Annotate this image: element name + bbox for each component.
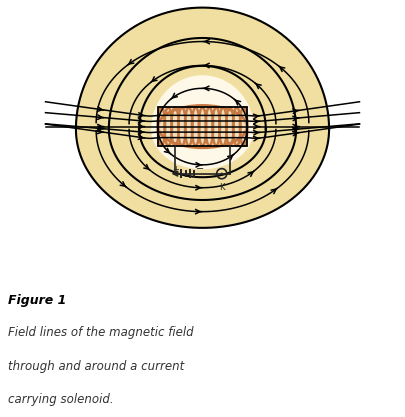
Polygon shape — [76, 8, 329, 228]
Text: through and around a current: through and around a current — [8, 359, 184, 373]
Text: K: K — [219, 183, 224, 192]
Bar — [158, 107, 247, 146]
Polygon shape — [109, 38, 296, 200]
Bar — [158, 107, 247, 146]
Text: Figure 1: Figure 1 — [8, 294, 66, 307]
Polygon shape — [139, 66, 266, 177]
Text: carrying solenoid.: carrying solenoid. — [8, 393, 114, 406]
Text: Field lines of the magnetic field: Field lines of the magnetic field — [8, 326, 194, 339]
Text: −: − — [196, 164, 205, 174]
Text: +: + — [172, 165, 179, 173]
Circle shape — [221, 173, 223, 175]
Polygon shape — [152, 76, 253, 168]
